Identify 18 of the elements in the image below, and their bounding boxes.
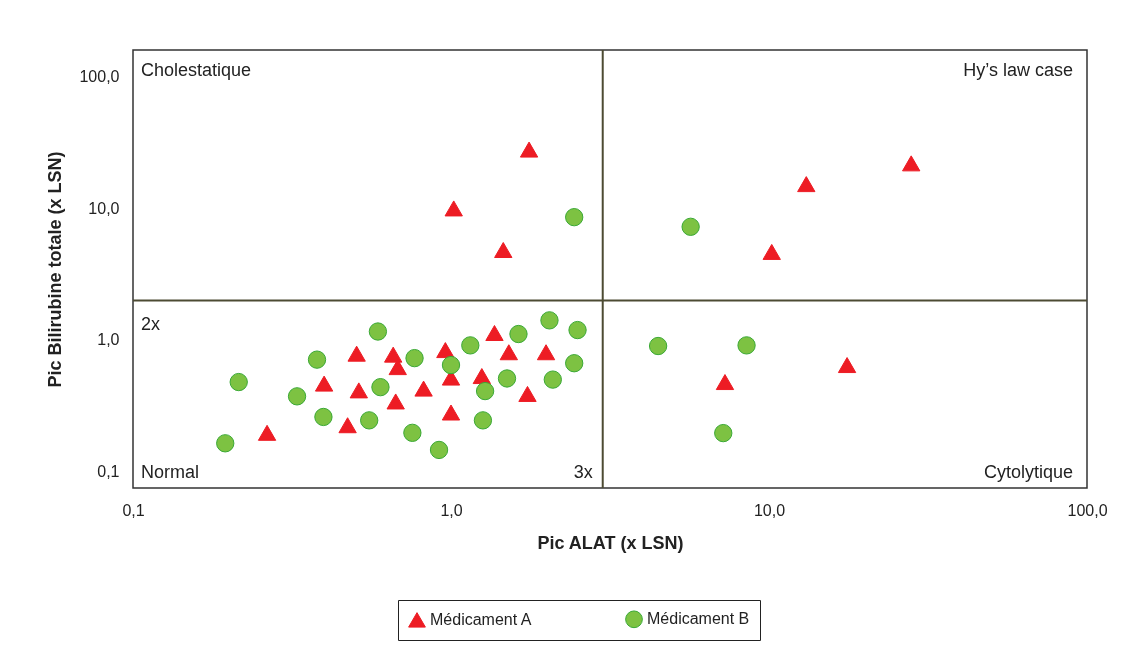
ref-line-label: 3x [573, 462, 593, 482]
y-tick-label: 0,1 [97, 463, 120, 481]
legend-label: Médicament A [430, 610, 532, 628]
y-tick-label: 10,0 [88, 199, 120, 217]
annotation: Normal [141, 462, 200, 482]
annotation: Cytolytique [983, 462, 1073, 482]
y-axis-title: Pic Bilirubine totale (x LSN) [45, 151, 66, 388]
x-tick-label: 10,0 [753, 501, 786, 519]
annotation: Cholestatique [141, 60, 252, 80]
x-tick-label: 1,0 [440, 501, 463, 519]
y-tick-label: 100,0 [79, 68, 120, 86]
x-axis-title: Pic ALAT (x LSN) [537, 532, 684, 553]
ref-line-label: 2x [141, 314, 161, 335]
x-tick-label: 100,0 [1067, 501, 1108, 519]
annotation: Hy’s law case [963, 60, 1073, 80]
x-tick-label: 0,1 [122, 501, 145, 519]
y-tick-label: 1,0 [97, 331, 120, 349]
legend-label: Médicament B [647, 610, 750, 628]
